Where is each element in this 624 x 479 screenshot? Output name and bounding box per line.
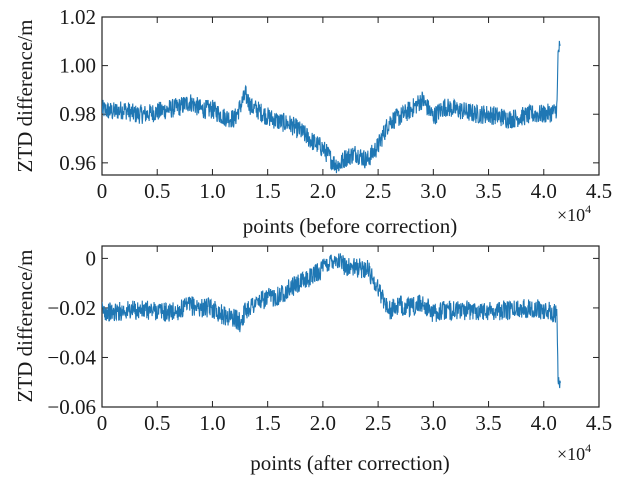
- chart-top: 0 0.5 1.0 1.5 2.0 2.5 3.0 3.5 4.0 4.5 0.96 0.98 1.0…: [13, 5, 612, 238]
- x-tick-label-top: 1.5: [255, 179, 281, 203]
- x-multiplier-base-top: ×10: [557, 205, 585, 225]
- y-tick-labels-bottom: −0.06 −0.04 −0.02 0: [47, 246, 96, 419]
- x-tick-label-bottom: 0.5: [144, 411, 170, 435]
- y-tick-label-bottom: −0.06: [47, 395, 96, 419]
- x-tick-label-top: 0: [97, 179, 108, 203]
- x-tick-labels-bottom: 0 0.5 1.0 1.5 2.0 2.5 3.0 3.5 4.0 4.5: [97, 411, 612, 435]
- x-tick-label-bottom: 2.5: [365, 411, 391, 435]
- y-tick-label-bottom: −0.02: [47, 296, 96, 320]
- y-tick-label-top: 0.98: [59, 102, 96, 126]
- x-tick-label-top: 2.5: [365, 179, 391, 203]
- x-tick-label-bottom: 4.0: [531, 411, 557, 435]
- y-tick-label-top: 1.02: [59, 5, 96, 29]
- plot-frame-top: [101, 16, 600, 176]
- x-tick-label-bottom: 3.0: [420, 411, 446, 435]
- x-tick-label-bottom: 3.5: [475, 411, 501, 435]
- x-tick-label-bottom: 4.5: [586, 411, 612, 435]
- y-tick-label-top: 1.00: [59, 54, 96, 78]
- tick-marks-top: [101, 16, 600, 175]
- x-tick-label-top: 2.0: [310, 179, 336, 203]
- chart-bottom: 0 0.5 1.0 1.5 2.0 2.5 3.0 3.5 4.0 4.5 −0.06−0.04−…: [13, 245, 612, 475]
- series-line-top: [102, 40, 561, 174]
- x-tick-label-bottom: 0: [97, 411, 108, 435]
- x-multiplier-exp-bottom: 4: [585, 441, 591, 455]
- x-tick-label-top: 1.0: [199, 179, 225, 203]
- x-multiplier-bottom: ×104: [557, 441, 591, 464]
- x-tick-label-bottom: 1.5: [255, 411, 281, 435]
- x-tick-label-top: 3.5: [475, 179, 501, 203]
- x-axis-label-bottom: points (after correction): [250, 451, 449, 475]
- x-tick-label-top: 0.5: [144, 179, 170, 203]
- x-tick-label-bottom: 1.0: [199, 411, 225, 435]
- x-multiplier-base-bottom: ×10: [557, 444, 585, 464]
- x-tick-labels-top: 0 0.5 1.0 1.5 2.0 2.5 3.0 3.5 4.0 4.5: [97, 179, 612, 203]
- x-multiplier-exp-top: 4: [585, 202, 591, 216]
- x-axis-label-top: points (before correction): [243, 214, 458, 238]
- y-tick-labels-top: 0.96 0.98 1.00 1.02: [59, 5, 96, 175]
- x-tick-label-bottom: 2.0: [310, 411, 336, 435]
- series-line-bottom: [102, 253, 561, 389]
- x-tick-label-top: 4.5: [586, 179, 612, 203]
- plot-frame-bottom: [101, 245, 600, 408]
- y-axis-label-bottom: ZTD difference/m: [13, 250, 37, 403]
- y-axis-label-top: ZTD difference/m: [13, 20, 37, 173]
- y-tick-label-bottom: 0: [86, 246, 97, 270]
- tick-marks-bottom: [101, 246, 600, 408]
- y-tick-label-top: 0.96: [59, 151, 96, 175]
- x-multiplier-top: ×104: [557, 202, 591, 225]
- x-tick-label-top: 4.0: [531, 179, 557, 203]
- x-tick-label-top: 3.0: [420, 179, 446, 203]
- y-tick-label-bottom: −0.04: [47, 345, 96, 369]
